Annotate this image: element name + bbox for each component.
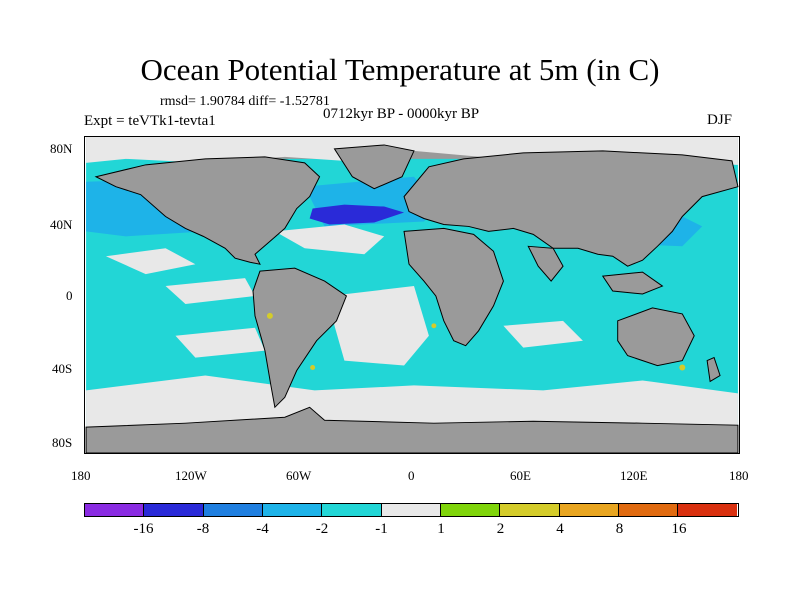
colorbar-segment (203, 504, 263, 516)
map-title: Ocean Potential Temperature at 5m (in C) (140, 52, 660, 87)
anomaly-area-near-zero (86, 375, 738, 431)
anomaly-area-near-zero (274, 224, 385, 255)
landmass-maritime-asia (601, 271, 664, 295)
colorbar-label: 1 (437, 521, 445, 537)
anomaly-spot-warm (266, 312, 273, 319)
landmass-india (527, 245, 564, 282)
colorbar-segment (144, 504, 204, 516)
anomaly-spot-warm (310, 365, 316, 371)
colorbar-segment (559, 504, 619, 516)
colorbar-segment (322, 504, 382, 516)
anomaly-area-near-zero (175, 327, 265, 358)
colorbar-label: -8 (196, 521, 210, 537)
anomaly-area-near-zero (329, 286, 429, 366)
lat-tick-80n: 80N (50, 141, 73, 156)
experiment-label: Expt = teVTk1-tevta1 (84, 113, 216, 129)
anomaly-spot-warm (431, 323, 437, 329)
colorbar-segment (500, 504, 560, 516)
lon-tick-120w: 120W (175, 468, 207, 483)
colorbar-label: -16 (133, 521, 154, 537)
stats-label: rmsd= 1.90784 diff= -1.52781 (160, 94, 330, 109)
colorbar-segment (381, 504, 441, 516)
colorbar-segment (262, 504, 323, 516)
landmass-new-zealand (706, 356, 721, 383)
landmass-north-america (94, 156, 321, 265)
ocean-temperature-map (84, 136, 740, 454)
landmass-eurasia (403, 150, 739, 267)
lon-tick-60w: 60W (286, 468, 312, 483)
lon-tick-120e: 120E (620, 468, 648, 483)
landmass-greenland (333, 144, 415, 190)
landmass-africa (403, 227, 504, 347)
colorbar-label: 8 (615, 521, 624, 537)
anomaly-area-near-zero (503, 320, 583, 348)
anomaly-area-near-zero (105, 248, 196, 275)
anomaly-area-strong-cold (309, 204, 405, 225)
landmass-australia (617, 307, 695, 367)
lat-tick-40s: 40S (52, 361, 73, 376)
colorbar-segment (85, 504, 145, 516)
colorbar-label: 2 (496, 521, 505, 537)
lat-tick-80s: 80S (52, 435, 73, 450)
anomaly-area-near-zero (165, 278, 255, 304)
lon-tick-180w: 180 (71, 468, 91, 483)
period-label: 0712kyr BP - 0000kyr BP (323, 106, 480, 122)
colorbar-segment (440, 504, 501, 516)
colorbar (84, 503, 739, 517)
colorbar-label: 4 (556, 521, 564, 537)
colorbar-label: -4 (256, 521, 269, 537)
colorbar-segment (678, 504, 738, 516)
colorbar-segment (618, 504, 679, 516)
colorbar-label: -1 (375, 521, 388, 537)
lat-tick-eq: 0 (66, 288, 73, 303)
anomaly-spot-warm (679, 364, 686, 371)
lon-tick-60e: 60E (510, 468, 531, 483)
colorbar-label: 16 (671, 521, 687, 537)
season-label: DJF (707, 112, 733, 128)
lon-tick-0: 0 (408, 468, 415, 483)
colorbar-label: -2 (315, 521, 329, 537)
landmass-antarctica (85, 406, 739, 453)
lat-tick-40n: 40N (50, 217, 73, 232)
landmass-south-america (252, 267, 348, 409)
lon-tick-180e: 180 (729, 468, 749, 483)
map-canvas (85, 137, 739, 453)
